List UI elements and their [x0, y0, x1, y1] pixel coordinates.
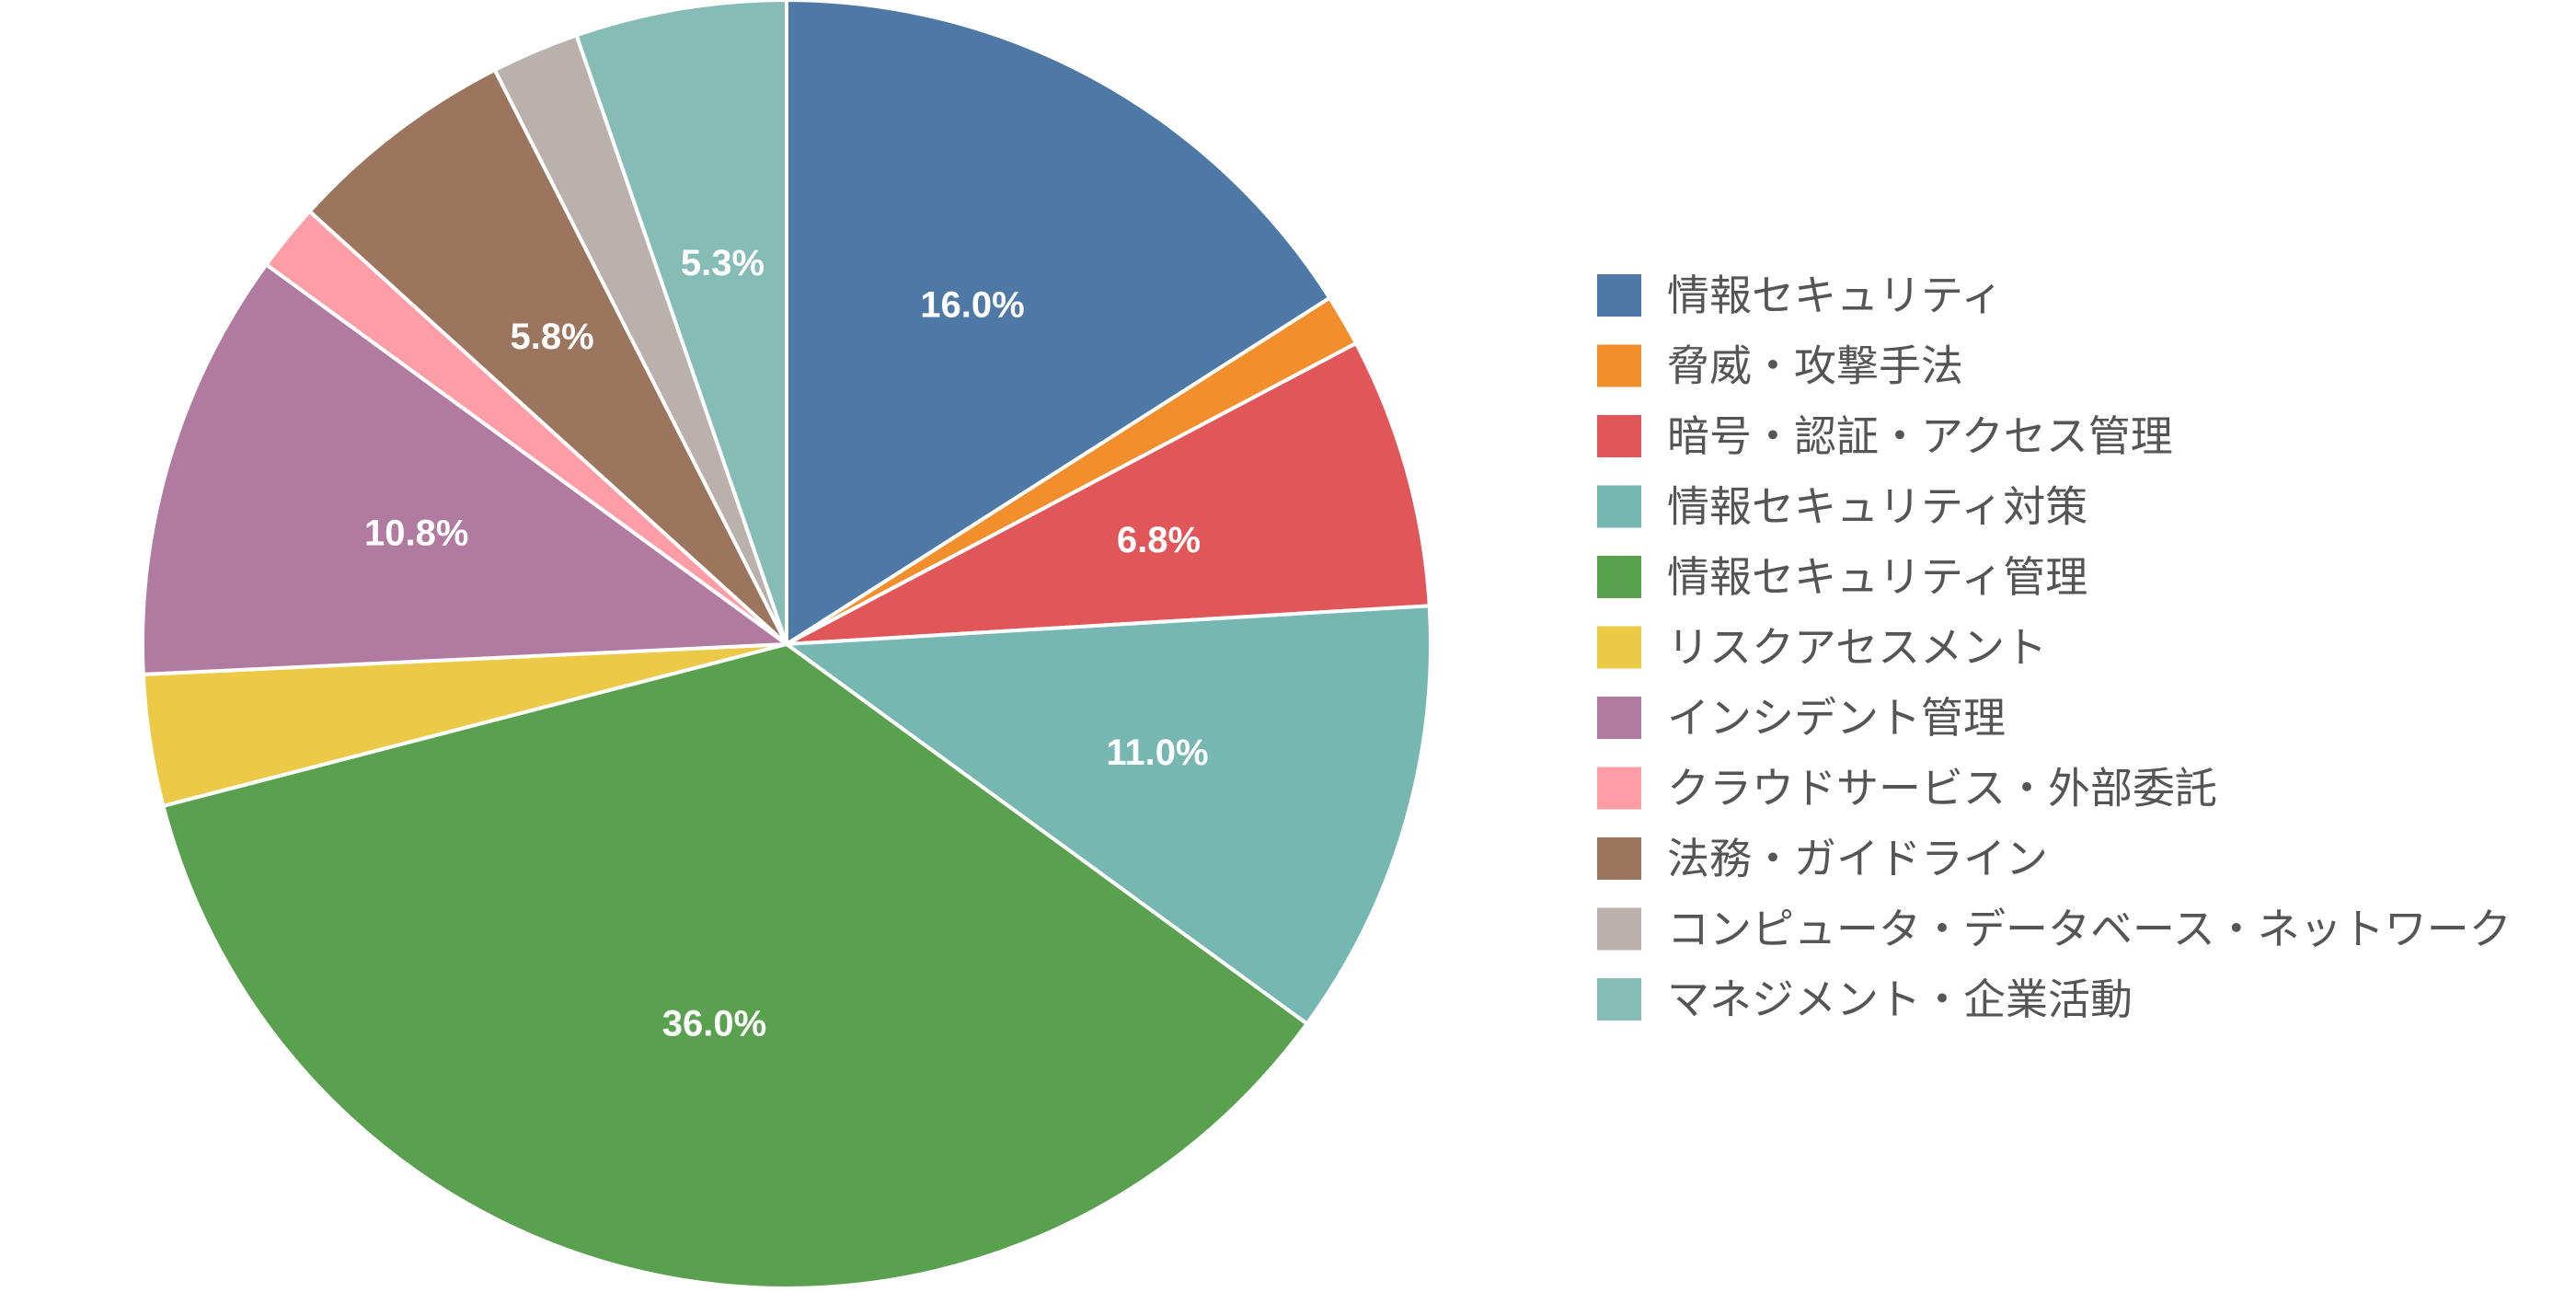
legend-label: 情報セキュリティ [1667, 271, 2003, 320]
pie-slice [785, 0, 1332, 646]
slice-value-label: 36.0% [662, 1004, 766, 1044]
slice-value-label: 11.0% [1106, 733, 1208, 773]
legend: 情報セキュリティ脅威・攻撃手法暗号・認証・アクセス管理情報セキュリティ対策情報セ… [1597, 271, 2512, 1024]
legend-label: 暗号・認証・アクセス管理 [1667, 411, 2173, 461]
legend-label: コンピュータ・データベース・ネットワーク [1667, 905, 2512, 954]
legend-item: コンピュータ・データベース・ネットワーク [1597, 905, 2512, 954]
legend-swatch [1597, 626, 1641, 669]
slice-value-label: 6.8% [1117, 520, 1201, 560]
legend-label: 法務・ガイドライン [1667, 834, 2048, 883]
legend-label: 情報セキュリティ管理 [1667, 552, 2087, 602]
slice-value-label: 16.0% [920, 285, 1024, 326]
legend-item: 暗号・認証・アクセス管理 [1597, 411, 2173, 461]
pie-slice [785, 604, 1432, 1026]
slice-value-label: 10.8% [364, 513, 468, 553]
legend-item: 法務・ガイドライン [1597, 834, 2048, 883]
legend-label: マネジメント・企業活動 [1667, 975, 2133, 1024]
pie-slices [141, 0, 1432, 1291]
legend-label: クラウドサービス・外部委託 [1667, 764, 2217, 813]
legend-swatch [1597, 697, 1641, 739]
legend-swatch [1597, 344, 1641, 387]
pie-slice [785, 341, 1432, 646]
legend-swatch [1597, 978, 1641, 1021]
pie-slice [141, 262, 788, 676]
legend-item: インシデント管理 [1597, 693, 2006, 743]
legend-item: リスクアセスメント [1597, 623, 2047, 673]
legend-item: 情報セキュリティ [1597, 271, 2003, 320]
pie-slice [307, 68, 788, 646]
legend-label: 脅威・攻撃手法 [1667, 341, 1963, 391]
legend-label: リスクアセスメント [1667, 623, 2047, 673]
slice-value-label: 5.3% [681, 243, 765, 283]
legend-item: 情報セキュリティ対策 [1597, 482, 2087, 532]
pie-slice [161, 642, 1309, 1291]
legend-swatch [1597, 767, 1641, 810]
legend-item: クラウドサービス・外部委託 [1597, 764, 2217, 813]
legend-swatch [1597, 837, 1641, 880]
slice-value-label: 5.8% [511, 317, 594, 357]
legend-swatch [1597, 556, 1641, 598]
legend-swatch [1597, 907, 1641, 951]
legend-swatch [1597, 415, 1641, 457]
legend-item: 情報セキュリティ管理 [1597, 552, 2087, 602]
legend-label: 情報セキュリティ対策 [1667, 482, 2087, 532]
legend-swatch [1597, 274, 1641, 317]
pie-slice [574, 0, 788, 646]
legend-label: インシデント管理 [1667, 693, 2006, 743]
legend-item: 脅威・攻撃手法 [1597, 341, 1963, 391]
pie-value-labels: 16.0% 6.8% 11.0% 36.0% 10.8% 5.8% 5.3% [364, 243, 1209, 1044]
legend-swatch [1597, 485, 1641, 528]
legend-item: マネジメント・企業活動 [1597, 975, 2133, 1024]
